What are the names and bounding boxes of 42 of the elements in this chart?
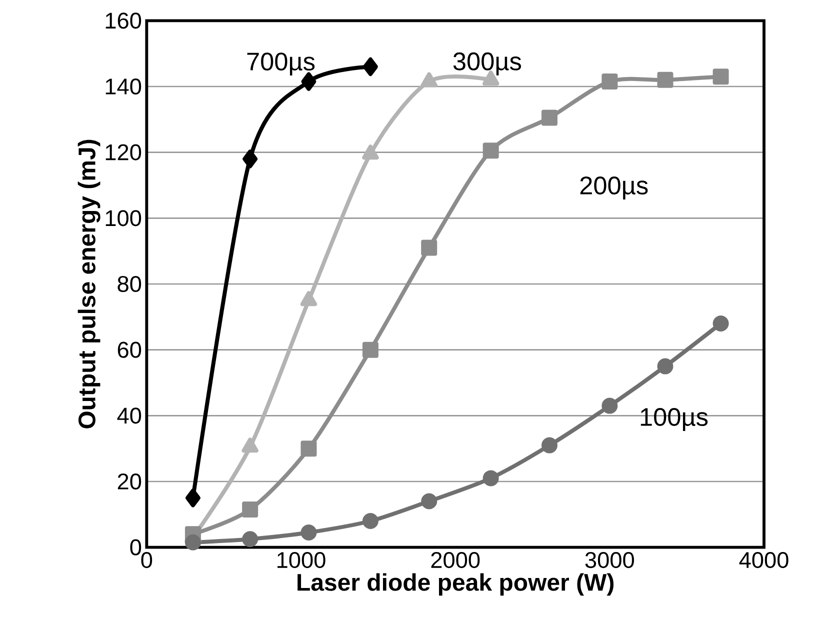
y-tick-label: 40: [117, 408, 142, 424]
point: [300, 524, 317, 541]
point: [482, 142, 499, 159]
y-axis-title: Output pulse energy (mJ): [78, 140, 100, 428]
point: [657, 358, 674, 374]
point: [657, 72, 674, 88]
x-tick-label: 2000: [431, 552, 480, 568]
point: [185, 488, 200, 508]
point: [300, 440, 317, 457]
y-tick-label: 0: [130, 539, 142, 556]
x-tick-label: 1000: [278, 552, 326, 568]
point: [602, 74, 618, 90]
point: [421, 240, 438, 256]
x-tick-label: 3000: [585, 552, 634, 568]
y-tick-label: 60: [118, 342, 142, 358]
point: [541, 437, 558, 454]
point: [602, 398, 618, 414]
point: [482, 470, 499, 486]
point: [362, 342, 378, 358]
x-axis-title: Laser diode peak power (W): [298, 573, 614, 596]
y-tick-label: 100: [106, 210, 142, 226]
point: [362, 57, 378, 76]
y-tick-label: 80: [118, 276, 142, 292]
point: [242, 501, 258, 518]
point: [421, 493, 438, 510]
y-tick-label: 160: [106, 12, 142, 29]
point: [362, 513, 378, 529]
series-label: 300µs: [453, 52, 522, 76]
point: [242, 150, 258, 168]
point: [184, 534, 201, 550]
series-label: 700µs: [247, 52, 315, 76]
series-label: 100µs: [640, 408, 708, 431]
y-tick-label: 120: [106, 144, 142, 160]
point: [712, 68, 729, 85]
point: [712, 316, 729, 332]
x-tick-label: 0: [141, 552, 152, 568]
text: 200µs: [580, 176, 648, 200]
y-tick-label: 140: [106, 78, 142, 95]
y-tick-label: 20: [118, 473, 142, 490]
point: [242, 531, 258, 548]
x-tick-label: 4000: [739, 552, 788, 568]
point: [541, 110, 558, 126]
